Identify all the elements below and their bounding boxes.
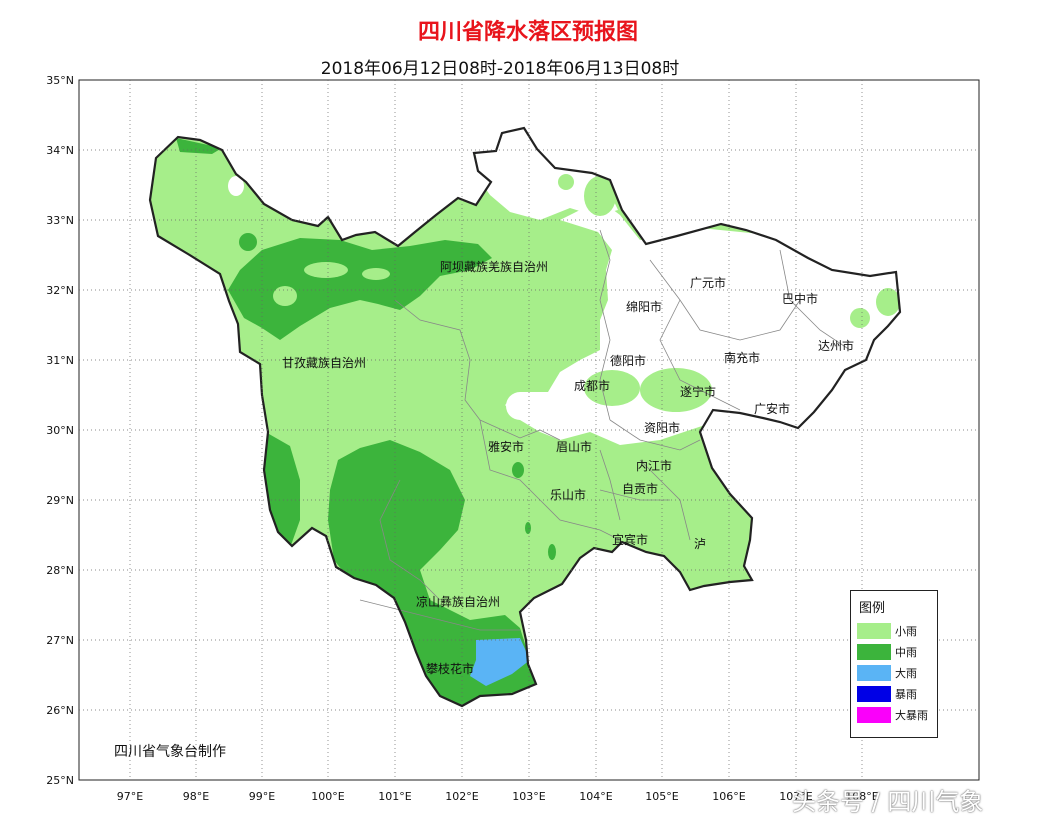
region-label-liangshan: 凉山彝族自治州 — [416, 594, 500, 609]
legend-item-heavy-rain: 大雨 — [857, 663, 937, 681]
legend-label: 大暴雨 — [895, 709, 928, 722]
city-label-guangan: 广安市 — [754, 401, 790, 416]
map-legend: 图例 小雨 中雨 大雨 暴雨 大暴雨 — [850, 590, 938, 738]
city-label-meishan: 眉山市 — [556, 439, 592, 454]
city-label-yibin: 宜宾市 — [612, 532, 648, 547]
region-label-aba: 阿坝藏族羌族自治州 — [440, 260, 548, 274]
graticule — [79, 80, 979, 780]
moderate-rain-patch — [239, 233, 257, 251]
lon-label: 107°E — [779, 790, 812, 803]
lat-label: 25°N — [46, 774, 74, 787]
no-rain-hole — [506, 392, 534, 420]
city-label-leshan: 乐山市 — [550, 487, 586, 502]
legend-item-rainstorm: 暴雨 — [857, 684, 937, 702]
city-label-suining: 遂宁市 — [680, 384, 716, 399]
city-label-deyang: 德阳市 — [610, 353, 646, 368]
moderate-rain-southwest — [328, 440, 536, 706]
lat-label: 31°N — [46, 354, 74, 367]
light-rain-patch — [584, 176, 616, 216]
light-rain-patch — [558, 174, 574, 190]
lat-label: 28°N — [46, 564, 74, 577]
legend-item-light-rain: 小雨 — [857, 621, 937, 639]
lat-label: 30°N — [46, 424, 74, 437]
city-label-dazhou: 达州市 — [818, 338, 854, 353]
moderate-rain-northwest — [228, 238, 492, 340]
moderate-rain-patch — [512, 462, 524, 478]
lon-label: 104°E — [579, 790, 612, 803]
lon-label: 108°E — [845, 790, 878, 803]
city-label-nanchong: 南充市 — [724, 350, 760, 365]
longitude-labels: 97°E 98°E 99°E 100°E 101°E 102°E 103°E 1… — [117, 790, 879, 803]
legend-item-moderate-rain: 中雨 — [857, 642, 937, 660]
light-rain-patch — [584, 370, 640, 406]
lat-label: 35°N — [46, 74, 74, 87]
lon-label: 105°E — [645, 790, 678, 803]
light-rain-patch — [304, 262, 348, 278]
light-rain-patch — [362, 268, 390, 280]
city-label-bazhong: 巴中市 — [782, 291, 818, 306]
city-label-yaan: 雅安市 — [488, 439, 524, 454]
city-label-guangyuan: 广元市 — [690, 275, 726, 290]
no-rain-north — [474, 128, 618, 220]
lat-label: 29°N — [46, 494, 74, 507]
lat-label: 27°N — [46, 634, 74, 647]
legend-title: 图例 — [859, 601, 886, 616]
light-rain-patch — [273, 286, 297, 306]
moderate-rain-patch — [525, 522, 531, 534]
heavy-rain-area — [470, 638, 530, 686]
light-rain-patch — [876, 288, 900, 316]
legend-swatch — [857, 623, 891, 639]
no-rain-hole — [228, 176, 244, 196]
legend-label: 大雨 — [895, 667, 917, 680]
map-subtitle: 2018年06月12日08时-2018年06月13日08时 — [320, 59, 680, 79]
lon-label: 100°E — [311, 790, 344, 803]
lon-label: 102°E — [445, 790, 478, 803]
light-rain-patch — [640, 368, 712, 412]
legend-label: 暴雨 — [895, 688, 917, 701]
city-label-luzhou: 泸 — [694, 537, 706, 551]
legend-swatch — [857, 686, 891, 702]
prefecture-boundaries — [359, 229, 851, 631]
city-labels: 阿坝藏族羌族自治州 甘孜藏族自治州 凉山彝族自治州 攀枝花市 广元市 巴中市 绵… — [282, 260, 854, 676]
legend-swatch — [857, 665, 891, 681]
city-label-panzhihua: 攀枝花市 — [426, 661, 474, 676]
province-border — [148, 126, 902, 708]
lon-label: 98°E — [183, 790, 209, 803]
legend-item-heavy-rainstorm: 大暴雨 — [857, 705, 937, 723]
region-label-ganzi: 甘孜藏族自治州 — [282, 356, 366, 370]
city-label-neijiang: 内江市 — [636, 458, 672, 473]
lat-label: 26°N — [46, 704, 74, 717]
legend-label: 中雨 — [895, 646, 917, 659]
latitude-labels: 35°N 34°N 33°N 32°N 31°N 30°N 29°N 28°N … — [46, 74, 74, 787]
credit-text: 四川省气象台制作 — [114, 744, 226, 760]
lat-label: 34°N — [46, 144, 74, 157]
lat-label: 32°N — [46, 284, 74, 297]
lat-label: 33°N — [46, 214, 74, 227]
lon-label: 97°E — [117, 790, 143, 803]
legend-swatch — [857, 644, 891, 660]
watermark-text: 头条号 / 四川气象 — [792, 788, 984, 816]
legend-swatch — [857, 707, 891, 723]
lon-label: 106°E — [712, 790, 745, 803]
legend-label: 小雨 — [895, 625, 917, 638]
lon-label: 101°E — [378, 790, 411, 803]
lon-label: 99°E — [249, 790, 275, 803]
moderate-rain-patch — [548, 544, 556, 560]
city-label-zigong: 自贡市 — [622, 481, 658, 496]
city-label-chengdu: 成都市 — [574, 378, 610, 393]
lon-label: 103°E — [512, 790, 545, 803]
city-label-ziyang: 资阳市 — [644, 420, 680, 435]
map-title: 四川省降水落区预报图 — [417, 20, 638, 45]
city-label-mianyang: 绵阳市 — [626, 299, 662, 314]
light-rain-patch — [850, 308, 870, 328]
